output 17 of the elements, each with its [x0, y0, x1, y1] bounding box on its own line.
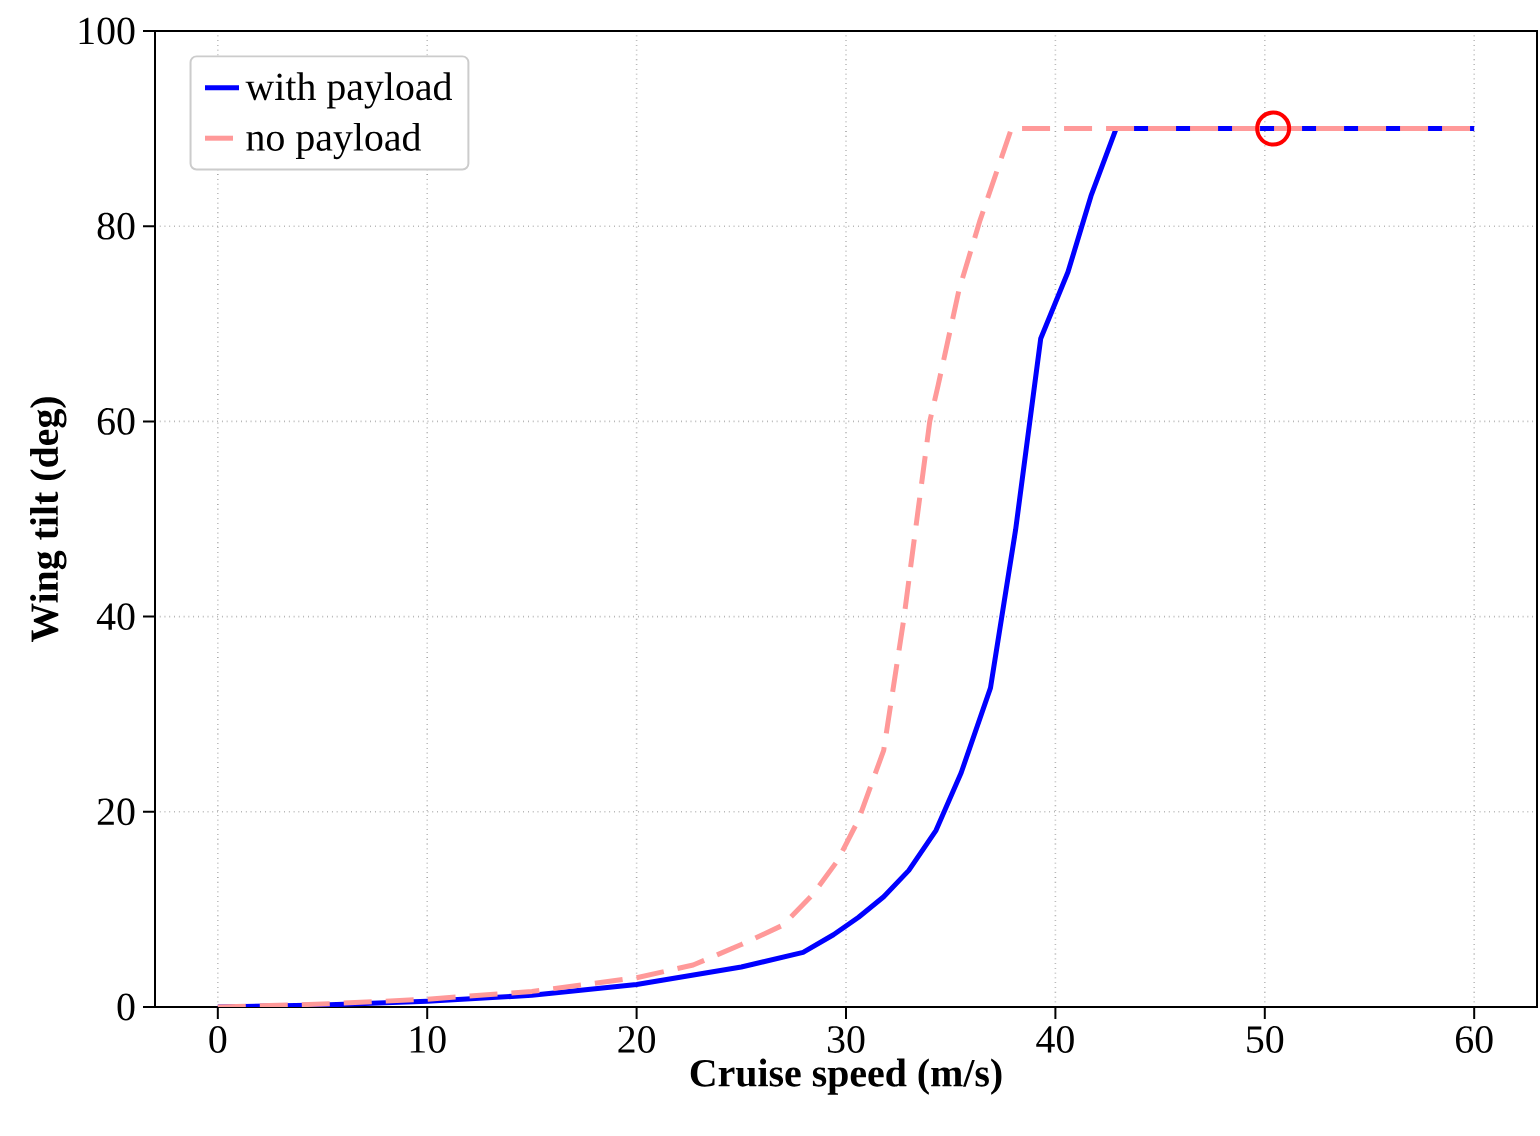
- x-tick-label: 30: [827, 1026, 865, 1053]
- y-tick-label: 100: [79, 17, 135, 45]
- y-tick-label: 80: [97, 212, 135, 240]
- x-tick-label: 0: [209, 1026, 227, 1053]
- x-tick-label: 40: [1036, 1026, 1074, 1053]
- x-tick-label: 50: [1247, 1026, 1284, 1053]
- x-tick-label: 20: [618, 1026, 656, 1053]
- y-tick-label: 0: [117, 993, 135, 1021]
- x-tick-label: 60: [1455, 1026, 1493, 1053]
- x-tick-label: 10: [410, 1026, 446, 1053]
- legend-label: with payload: [245, 72, 452, 109]
- x-axis-title: Cruise speed (m/s): [690, 1058, 1002, 1095]
- legend-label: no payload: [246, 122, 421, 160]
- y-axis-title: Wing tilt (deg): [30, 397, 67, 643]
- y-tick-label: 60: [97, 407, 135, 435]
- y-tick-label: 20: [97, 798, 135, 826]
- y-tick-label: 40: [96, 603, 135, 631]
